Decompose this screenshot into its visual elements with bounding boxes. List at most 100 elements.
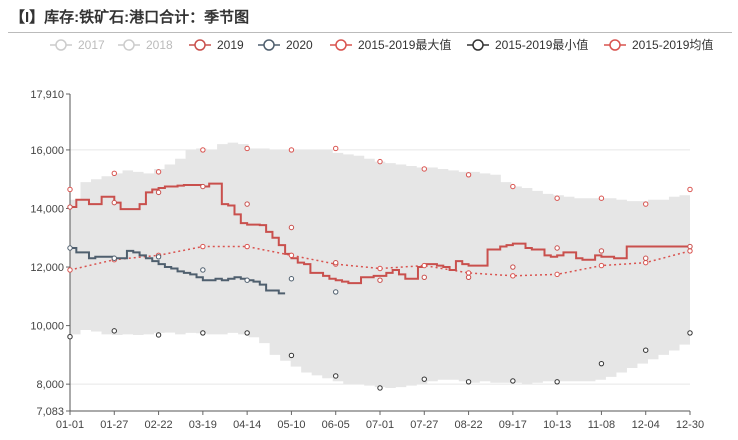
series-2020-point: [288, 276, 295, 282]
max-point: [244, 145, 250, 152]
x-tick-label: 09-17: [499, 419, 527, 431]
avg-point: [200, 243, 206, 250]
series-2019-point: [111, 199, 117, 206]
y-tick-label: 12,000: [30, 262, 64, 274]
band-area: [70, 142, 690, 388]
series-2019-point: [200, 183, 206, 190]
max-point: [598, 195, 605, 201]
avg-point: [598, 262, 605, 269]
series-2019-point: [421, 274, 427, 280]
axes: 7,083 8,000 10,000 12,000 14,000 16,000 17,910…: [30, 89, 704, 431]
x-tick-label: 12-04: [632, 419, 660, 431]
series-2019-point: [288, 224, 295, 231]
x-tick-label: 11-08: [588, 419, 615, 431]
max-point: [465, 172, 472, 178]
legend-label: 2018: [146, 38, 173, 52]
legend-marker: [335, 39, 347, 51]
x-tick-label: 07-01: [366, 419, 394, 431]
avg-point: [554, 271, 560, 278]
max-point: [687, 186, 693, 193]
min-point: [598, 360, 605, 367]
series-2019-point: [687, 243, 693, 250]
y-tick-label: 16,000: [30, 145, 64, 157]
x-tick-label: 08-22: [455, 419, 483, 431]
max-point: [288, 147, 295, 153]
legend-marker: [123, 39, 135, 51]
min-max-band: [70, 142, 690, 388]
series-2020-point: [111, 255, 117, 261]
legend-item-6[interactable]: 2015-2019均值: [604, 37, 713, 52]
legend-marker: [609, 39, 621, 51]
series-2019-point: [333, 259, 339, 266]
avg-point: [643, 259, 649, 266]
legend-item-2[interactable]: 2019: [189, 38, 244, 52]
avg-point: [377, 265, 383, 272]
x-tick-label: 07-27: [410, 419, 438, 431]
legend: 2017 2018 2019 2020 2015-2019最大值 2015-2019最小值…: [50, 37, 713, 52]
legend-item-3[interactable]: 2020: [258, 38, 313, 52]
legend-item-5[interactable]: 2015-2019最小值: [467, 37, 588, 52]
y-tick-label: 7,083: [36, 406, 64, 418]
series-2020-point: [67, 245, 73, 251]
series-2019-point: [598, 248, 605, 254]
page-title: 【I】库存:铁矿石:港口合计：季节图: [10, 9, 250, 26]
min-point: [155, 332, 162, 338]
series-2019-point: [155, 189, 162, 196]
legend-label: 2019: [217, 38, 244, 52]
min-point: [421, 376, 427, 382]
series-2020-point: [333, 289, 339, 295]
legend-label: 2017: [78, 38, 105, 52]
series-2019-point: [554, 245, 560, 251]
min-point: [200, 330, 206, 336]
min-point: [244, 330, 250, 336]
legend-marker: [194, 39, 206, 51]
y-tick-label: 17,910: [30, 89, 64, 101]
x-tick-label: 01-01: [56, 419, 84, 431]
legend-marker: [263, 39, 275, 51]
avg-point: [421, 262, 427, 269]
legend-label: 2020: [286, 38, 313, 52]
series-markers: [67, 145, 693, 391]
max-point: [643, 201, 649, 207]
series-2019: [70, 182, 690, 285]
x-tick-label: 06-05: [322, 419, 350, 431]
y-tick-label: 10,000: [30, 321, 64, 333]
series-2020-point: [155, 254, 162, 260]
min-point: [465, 379, 472, 385]
series-2020-point: [200, 267, 206, 273]
x-tick-label: 04-14: [233, 419, 261, 431]
avg-point: [510, 273, 516, 279]
x-tick-label: 12-30: [676, 419, 704, 431]
title-divider: [8, 32, 732, 33]
avg-line: [69, 245, 691, 277]
max-point: [155, 169, 162, 175]
max-point: [377, 158, 383, 165]
legend-label: 2015-2019最小值: [495, 37, 588, 52]
max-point: [554, 195, 560, 201]
y-tick-label: 14,000: [30, 203, 64, 215]
legend-item-4[interactable]: 2015-2019最大值: [330, 37, 451, 52]
x-tick-label: 03-19: [189, 419, 217, 431]
legend-item-0[interactable]: 2017: [50, 38, 105, 52]
min-point: [554, 379, 560, 385]
x-tick-label: 10-13: [543, 419, 571, 431]
min-point: [377, 385, 383, 391]
min-point: [288, 352, 295, 359]
min-point: [111, 328, 117, 334]
max-point: [333, 145, 339, 152]
legend-marker: [55, 39, 67, 51]
legend-label: 2015-2019均值: [632, 37, 713, 52]
series-2019-point: [377, 277, 383, 283]
max-point: [111, 170, 117, 177]
min-point: [333, 373, 339, 379]
max-point: [421, 166, 427, 172]
legend-item-1[interactable]: 2018: [118, 38, 173, 52]
avg-point: [244, 243, 250, 250]
max-point: [200, 147, 206, 153]
avg-point: [687, 248, 693, 254]
max-point: [67, 186, 73, 193]
avg-point: [67, 267, 73, 273]
avg-point: [465, 270, 472, 276]
legend-label: 2015-2019最大值: [358, 37, 451, 52]
